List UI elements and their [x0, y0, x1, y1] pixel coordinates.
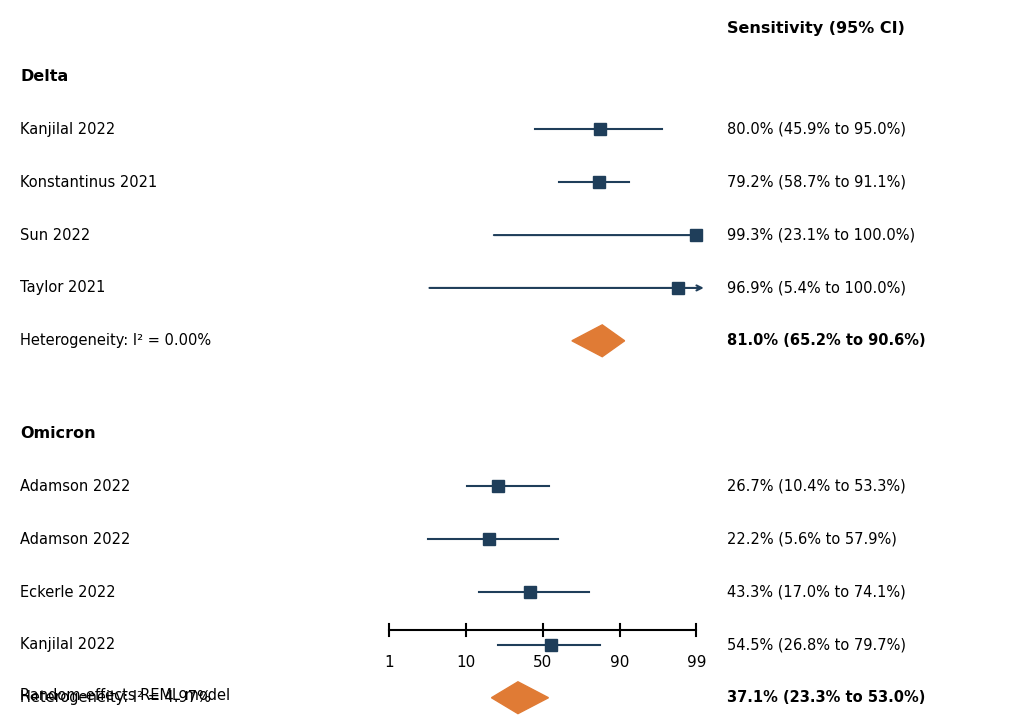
- Text: 43.3% (17.0% to 74.1%): 43.3% (17.0% to 74.1%): [727, 584, 906, 599]
- Text: 80.0% (45.9% to 95.0%): 80.0% (45.9% to 95.0%): [727, 122, 906, 137]
- Text: 10: 10: [457, 655, 475, 670]
- Text: 99: 99: [686, 655, 707, 670]
- Text: Adamson 2022: Adamson 2022: [20, 531, 131, 547]
- Text: Sun 2022: Sun 2022: [20, 227, 91, 243]
- Text: 50: 50: [534, 655, 552, 670]
- Text: Konstantinus 2021: Konstantinus 2021: [20, 174, 158, 190]
- Text: Heterogeneity: I² = 4.97%: Heterogeneity: I² = 4.97%: [20, 690, 211, 705]
- Text: Sensitivity (95% CI): Sensitivity (95% CI): [727, 22, 905, 36]
- Polygon shape: [492, 682, 549, 714]
- Text: Kanjilal 2022: Kanjilal 2022: [20, 637, 116, 652]
- Text: Eckerle 2022: Eckerle 2022: [20, 584, 116, 599]
- Text: Omicron: Omicron: [20, 426, 96, 441]
- Text: Kanjilal 2022: Kanjilal 2022: [20, 122, 116, 137]
- Text: Taylor 2021: Taylor 2021: [20, 280, 105, 295]
- Text: Random-effects REML model: Random-effects REML model: [20, 688, 230, 702]
- Text: Heterogeneity: I² = 0.00%: Heterogeneity: I² = 0.00%: [20, 333, 212, 348]
- Text: 81.0% (65.2% to 90.6%): 81.0% (65.2% to 90.6%): [727, 333, 926, 348]
- Text: 54.5% (26.8% to 79.7%): 54.5% (26.8% to 79.7%): [727, 637, 906, 652]
- Text: 1: 1: [384, 655, 394, 670]
- Text: 22.2% (5.6% to 57.9%): 22.2% (5.6% to 57.9%): [727, 531, 897, 547]
- Text: 37.1% (23.3% to 53.0%): 37.1% (23.3% to 53.0%): [727, 690, 926, 705]
- Text: 99.3% (23.1% to 100.0%): 99.3% (23.1% to 100.0%): [727, 227, 915, 243]
- Text: 96.9% (5.4% to 100.0%): 96.9% (5.4% to 100.0%): [727, 280, 906, 295]
- Text: 90: 90: [610, 655, 629, 670]
- Text: 79.2% (58.7% to 91.1%): 79.2% (58.7% to 91.1%): [727, 174, 906, 190]
- Text: Delta: Delta: [20, 69, 69, 84]
- Polygon shape: [571, 325, 625, 357]
- Text: Adamson 2022: Adamson 2022: [20, 479, 131, 494]
- Text: 26.7% (10.4% to 53.3%): 26.7% (10.4% to 53.3%): [727, 479, 906, 494]
